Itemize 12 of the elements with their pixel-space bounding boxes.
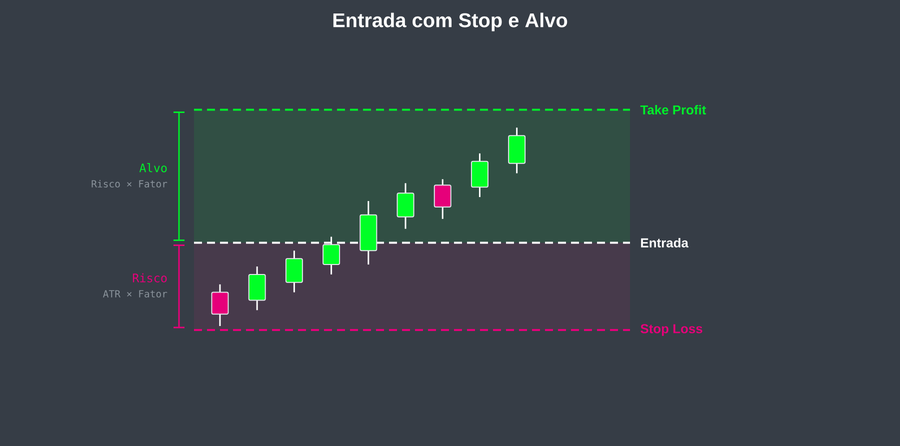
candlestick <box>396 182 414 230</box>
text: Risco × Fator <box>92 180 168 188</box>
chart-title: Entrada com Stop e Alvo <box>333 12 568 32</box>
text: ATR × Fator <box>103 290 168 298</box>
ref-line-label: Stop Loss <box>640 324 702 336</box>
candlestick <box>211 284 229 327</box>
ref-line-label: Take Profit <box>640 105 706 115</box>
candlestick <box>285 250 303 294</box>
band-label: Risco <box>132 273 167 282</box>
band-label: Alvo <box>139 163 167 172</box>
candlestick <box>434 178 452 220</box>
ref-line-label: Entrada <box>641 238 689 248</box>
